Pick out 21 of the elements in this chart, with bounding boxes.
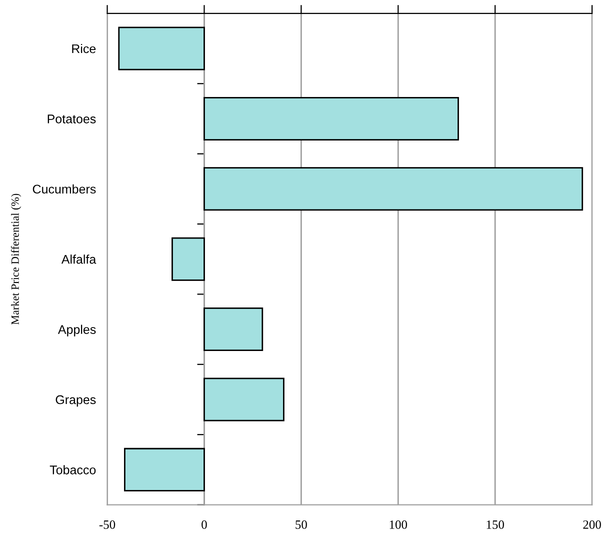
y-tick-label: Cucumbers [32, 184, 96, 194]
bar [118, 26, 205, 70]
bar [204, 96, 459, 140]
y-tick-label: Potatoes [48, 114, 96, 124]
x-tick-label: 200 [583, 520, 601, 529]
bar [204, 308, 264, 352]
y-tick-label: Grapes [56, 395, 96, 407]
x-tick-label: 100 [390, 520, 408, 529]
y-tick-label: Alfalfa [61, 254, 96, 264]
y-axis-title: Market Price Differential (%) [10, 194, 22, 325]
y-tick-label: Apples [58, 324, 96, 336]
bar [204, 378, 284, 422]
y-tick-label: Rice [72, 44, 96, 54]
x-tick-label: 50 [296, 520, 307, 529]
y-tick-label: Tobacco [50, 465, 96, 474]
bar [124, 448, 205, 492]
bar [172, 237, 205, 281]
x-tick-label: 150 [486, 520, 504, 529]
bar [204, 167, 584, 211]
x-tick-label: 0 [202, 520, 207, 529]
x-tick-label: -50 [99, 520, 116, 529]
